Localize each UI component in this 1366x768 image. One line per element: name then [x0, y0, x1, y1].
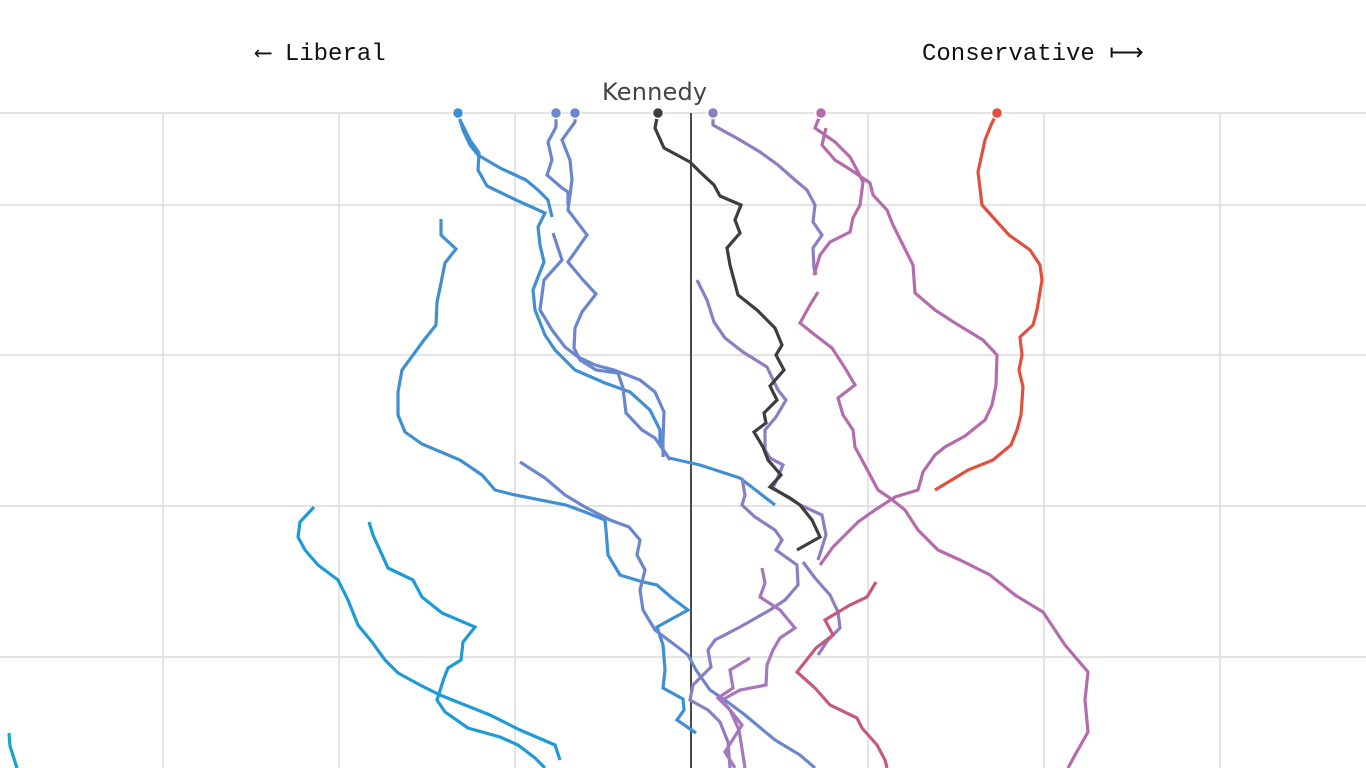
moderate-justice-l-path [801, 561, 842, 656]
moderate-justice-k-path [715, 656, 751, 768]
liberal-justice-b3-path [538, 232, 666, 457]
conservative-axis-label: Conservative ⟼ [922, 41, 1144, 68]
liberal-justice-d-path [519, 460, 817, 768]
moderate-justice-h-start-dot [706, 106, 720, 120]
conservative-justice-m3-path [818, 127, 999, 566]
kennedy-start-dot [651, 106, 665, 120]
liberal-justice-g-path [7, 732, 19, 768]
conservative-justice-n-path [794, 581, 889, 768]
conservative-justice-o-start-dot [990, 106, 1004, 120]
conservative-justice-m-start-dot [814, 106, 828, 120]
kennedy-path [653, 112, 823, 552]
moderate-justice-h-path [711, 113, 824, 276]
moderate-justice-i-path [688, 477, 800, 768]
conservative-justice-m-path [812, 112, 865, 276]
liberal-justice-c-path [396, 219, 697, 735]
liberal-justice-b-start-dot [549, 106, 563, 120]
conservative-justice-m2-path [797, 291, 1090, 768]
liberal-justice-b2-start-dot [568, 106, 582, 120]
liberal-justice-a2-path [458, 119, 776, 507]
liberal-justice-f-path [367, 521, 547, 768]
liberal-justice-b-path [545, 113, 570, 205]
liberal-justice-a-path [456, 112, 554, 218]
series-lines [7, 112, 1090, 768]
liberal-justice-a-start-dot [451, 106, 465, 120]
liberal-axis-label: ⟵ Liberal [256, 41, 386, 68]
conservative-justice-o-path [934, 112, 1044, 492]
kennedy-annotation: Kennedy [602, 78, 708, 106]
liberal-justice-b2-path [560, 113, 672, 461]
start-dots [451, 106, 1004, 120]
moderate-justice-h2-path [695, 279, 828, 561]
liberal-justice-e-path [296, 505, 562, 761]
gridlines [0, 112, 1366, 768]
